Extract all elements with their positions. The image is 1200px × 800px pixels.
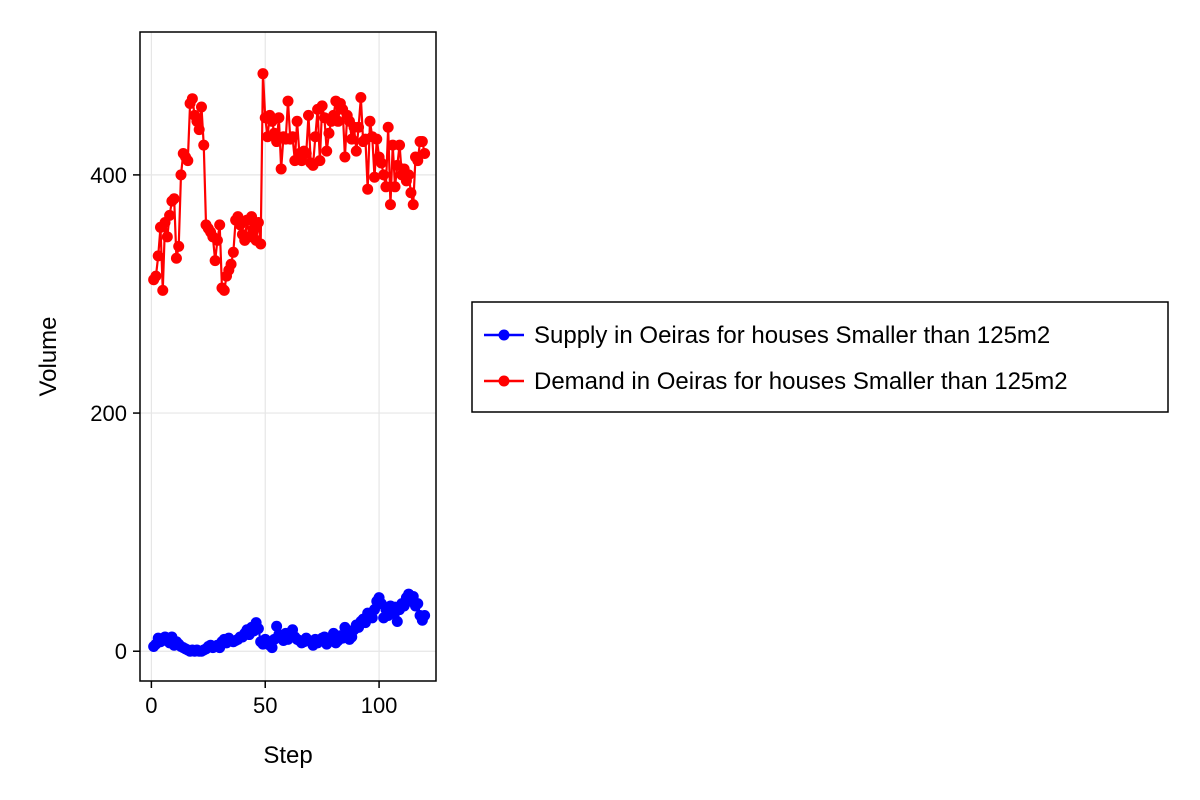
data-point [371, 133, 383, 145]
data-point [362, 183, 374, 195]
data-point [252, 623, 264, 635]
data-point [382, 121, 394, 133]
data-point [232, 211, 244, 223]
data-point [375, 157, 387, 169]
data-point [168, 193, 180, 205]
legend-marker-supply [498, 329, 510, 341]
data-point [350, 145, 362, 157]
data-point [218, 284, 230, 296]
x-tick-label: 0 [145, 693, 157, 718]
data-point [271, 620, 283, 632]
plot-frame [139, 31, 437, 682]
x-tick-label: 100 [361, 693, 398, 718]
data-point [419, 610, 431, 621]
data-point [191, 115, 203, 127]
data-point [416, 136, 428, 148]
data-point [353, 121, 365, 133]
data-point [182, 155, 194, 167]
data-point [355, 92, 367, 103]
data-point [391, 615, 403, 627]
data-point [302, 109, 314, 121]
data-point [405, 187, 417, 199]
data-point [389, 181, 401, 193]
data-point [164, 209, 176, 221]
data-point [255, 238, 267, 250]
data-point [170, 252, 182, 264]
data-point [314, 155, 326, 167]
axis-ticks: 0 50 100 0 200 400 [90, 163, 397, 718]
legend-label-supply: Supply in Oeiras for houses Smaller than… [534, 322, 1050, 349]
data-point [366, 612, 378, 624]
data-point [282, 95, 294, 107]
data-point [407, 199, 419, 211]
data-point [195, 101, 207, 113]
data-point [209, 255, 221, 267]
data-point [268, 127, 280, 139]
data-point [346, 133, 358, 145]
data-point [193, 124, 205, 136]
x-axis-title: Step [263, 742, 312, 769]
y-axis-title: Volume [35, 316, 62, 396]
series-1 [148, 68, 431, 296]
data-point [291, 115, 303, 127]
legend-marker-demand [498, 375, 510, 387]
data-point [380, 181, 392, 193]
data-point [273, 112, 285, 124]
series-0 [148, 588, 431, 657]
data-point [403, 169, 415, 181]
data-point [198, 139, 210, 151]
legend-box [471, 301, 1169, 413]
data-point [157, 284, 169, 296]
data-point [339, 151, 351, 163]
data-point [175, 169, 187, 181]
data-point [384, 199, 396, 211]
data-point [257, 68, 269, 80]
y-tick-label: 400 [90, 163, 127, 188]
data-point [275, 163, 287, 175]
data-point [227, 246, 239, 258]
data-point [412, 598, 424, 610]
series-layer [148, 68, 431, 657]
y-tick-label: 200 [90, 401, 127, 426]
data-point [152, 250, 164, 262]
data-point [300, 147, 312, 159]
legend: Supply in Oeiras for houses Smaller than… [471, 301, 1169, 413]
data-point [332, 115, 344, 127]
legend-entry-supply: Supply in Oeiras for houses Smaller than… [484, 322, 1050, 349]
data-point [150, 270, 162, 282]
data-point [321, 145, 333, 157]
data-point [161, 231, 173, 243]
data-point [378, 169, 390, 181]
legend-entry-demand: Demand in Oeiras for houses Smaller than… [484, 368, 1068, 395]
x-tick-label: 50 [253, 693, 277, 718]
data-point [252, 217, 264, 229]
data-point [186, 93, 198, 105]
data-point [214, 219, 226, 231]
data-point [364, 115, 376, 127]
data-point [287, 131, 299, 143]
data-point [394, 139, 406, 151]
data-point [419, 147, 431, 159]
data-point [369, 171, 381, 183]
data-point [316, 100, 328, 112]
data-point [323, 127, 335, 139]
y-tick-label: 0 [115, 639, 127, 664]
data-point [211, 234, 223, 246]
data-point [173, 240, 185, 252]
data-point [412, 155, 424, 167]
data-point [309, 131, 321, 143]
data-point [225, 258, 237, 270]
data-point [266, 642, 278, 654]
legend-label-demand: Demand in Oeiras for houses Smaller than… [534, 368, 1068, 395]
